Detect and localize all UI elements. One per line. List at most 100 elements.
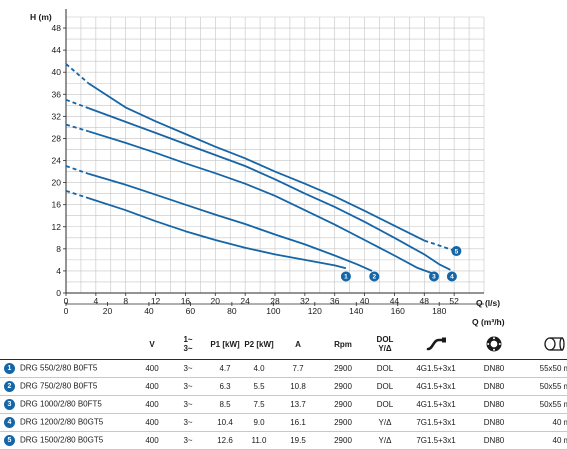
header-start: DOL Y/Δ xyxy=(366,329,404,360)
cell-passage: 50x55 mm xyxy=(520,377,567,396)
curve-3-shutoff xyxy=(65,123,89,133)
cell-start: DOL xyxy=(366,359,404,378)
curve-4-badge-label: 4 xyxy=(450,274,454,281)
x-tick-label: 48 xyxy=(420,296,430,306)
table-row: 4 DRG 1200/2/80 B0GT5 400 3~ 10.4 9.0 16.1 2900… xyxy=(0,413,567,432)
curve-4 xyxy=(88,107,451,271)
x-tick-label: 12 xyxy=(151,296,161,306)
cell-rpm: 2900 xyxy=(320,377,366,396)
row-number-badge: 1 xyxy=(4,363,15,374)
curve-2-badge-label: 2 xyxy=(372,274,376,281)
curve-4-shutoff xyxy=(65,98,89,109)
x-tick-label: 4 xyxy=(93,296,98,306)
x2-axis-title: Q (m³/h) xyxy=(472,317,505,327)
x-tick-label: 8 xyxy=(123,296,128,306)
model-name: DRG 750/2/80 B0FT5 xyxy=(20,381,98,391)
header-phase-top: 1~ xyxy=(183,335,193,344)
y-tick-label: 28 xyxy=(52,133,62,143)
cell-p2: 7.5 xyxy=(242,395,276,414)
cell-model: 4 DRG 1200/2/80 B0GT5 xyxy=(0,413,136,432)
header-model xyxy=(0,329,136,360)
cell-phase: 3~ xyxy=(168,413,208,432)
y-tick-label: 48 xyxy=(52,23,62,33)
header-rpm: Rpm xyxy=(320,329,366,360)
pump-spec-table: V 1~ 3~ P1 [kW] P2 [kW] A Rpm DOL Y/Δ xyxy=(0,329,567,450)
curve-1-shutoff xyxy=(65,190,89,199)
cell-cable: 4G1.5+3x1 xyxy=(404,377,468,396)
curve-5-badge-label: 5 xyxy=(455,248,459,255)
model-name: DRG 1500/2/80 B0GT5 xyxy=(20,435,104,445)
flange-icon xyxy=(486,336,502,352)
curve-5-shutoff xyxy=(65,63,89,84)
x2-tick-label: 0 xyxy=(64,306,69,316)
y-tick-label: 16 xyxy=(52,200,62,210)
y-tick-label: 12 xyxy=(52,222,62,232)
cell-phase: 3~ xyxy=(168,359,208,378)
curve-1-badge xyxy=(340,271,351,282)
model-name: DRG 1000/2/80 B0FT5 xyxy=(20,399,102,409)
header-voltage: V xyxy=(136,329,168,360)
cell-p2: 5.5 xyxy=(242,377,276,396)
x2-tick-label: 100 xyxy=(266,306,280,316)
x2-tick-label: 40 xyxy=(144,306,154,316)
x-tick-label: 0 xyxy=(64,296,69,306)
header-phase: 1~ 3~ xyxy=(168,329,208,360)
solids-passage-icon xyxy=(543,337,565,351)
row-number-badge: 2 xyxy=(4,381,15,392)
y-tick-label: 36 xyxy=(52,89,62,99)
cell-p2: 9.0 xyxy=(242,413,276,432)
y-tick-label: 24 xyxy=(52,156,62,166)
y-axis-title: H (m) xyxy=(30,12,52,22)
curve-3-badge xyxy=(428,271,439,282)
cell-cable: 7G1.5+3x1 xyxy=(404,413,468,432)
x-tick-label: 36 xyxy=(330,296,340,306)
cell-amps: 13.7 xyxy=(276,395,320,414)
cell-outlet: DN80 xyxy=(468,359,520,378)
model-name: DRG 1200/2/80 B0GT5 xyxy=(20,417,104,427)
x-tick-label: 52 xyxy=(449,296,459,306)
cell-passage: 40 mm xyxy=(520,413,567,432)
curve-2-badge xyxy=(369,271,380,282)
x-tick-label: 20 xyxy=(211,296,221,306)
cell-phase: 3~ xyxy=(168,377,208,396)
curve-5-extension xyxy=(424,239,455,252)
x2-tick-label: 140 xyxy=(349,306,363,316)
row-number-badge: 3 xyxy=(4,399,15,410)
x-axis-title: Q (l/s) xyxy=(476,298,500,308)
cell-voltage: 400 xyxy=(136,359,168,378)
cell-amps: 10.8 xyxy=(276,377,320,396)
cell-p1: 6.3 xyxy=(208,377,242,396)
y-tick-label: 4 xyxy=(56,266,61,276)
x2-tick-label: 180 xyxy=(432,306,446,316)
curve-2-shutoff xyxy=(65,165,89,175)
header-start-top: DOL xyxy=(376,335,394,344)
cell-p1: 10.4 xyxy=(208,413,242,432)
curve-5 xyxy=(87,82,425,242)
x2-tick-label: 160 xyxy=(391,306,405,316)
x-tick-label: 32 xyxy=(300,296,310,306)
x2-tick-label: 60 xyxy=(186,306,196,316)
cell-rpm: 2900 xyxy=(320,413,366,432)
table-row: 3 DRG 1000/2/80 B0FT5 400 3~ 8.5 7.5 13.7 2900 D… xyxy=(0,395,567,414)
cell-p1: 4.7 xyxy=(208,359,242,378)
curve-1 xyxy=(88,197,347,270)
x-tick-label: 40 xyxy=(360,296,370,306)
cell-cable: 4G1.5+3x1 xyxy=(404,359,468,378)
cell-start: Y/Δ xyxy=(366,413,404,432)
cell-outlet: DN80 xyxy=(468,413,520,432)
curve-3-badge-label: 3 xyxy=(432,274,436,281)
header-cable xyxy=(404,329,468,360)
cell-amps: 16.1 xyxy=(276,413,320,432)
y-tick-label: 44 xyxy=(52,45,62,55)
cell-outlet: DN80 xyxy=(468,377,520,396)
y-tick-label: 8 xyxy=(56,244,61,254)
chart-axes xyxy=(63,9,484,306)
x2-tick-label: 80 xyxy=(227,306,237,316)
cell-model: 2 DRG 750/2/80 B0FT5 xyxy=(0,377,136,396)
cell-rpm: 2900 xyxy=(320,359,366,378)
x2-tick-label: 120 xyxy=(308,306,322,316)
chart-grid xyxy=(65,16,485,294)
cell-amps: 7.7 xyxy=(276,359,320,378)
